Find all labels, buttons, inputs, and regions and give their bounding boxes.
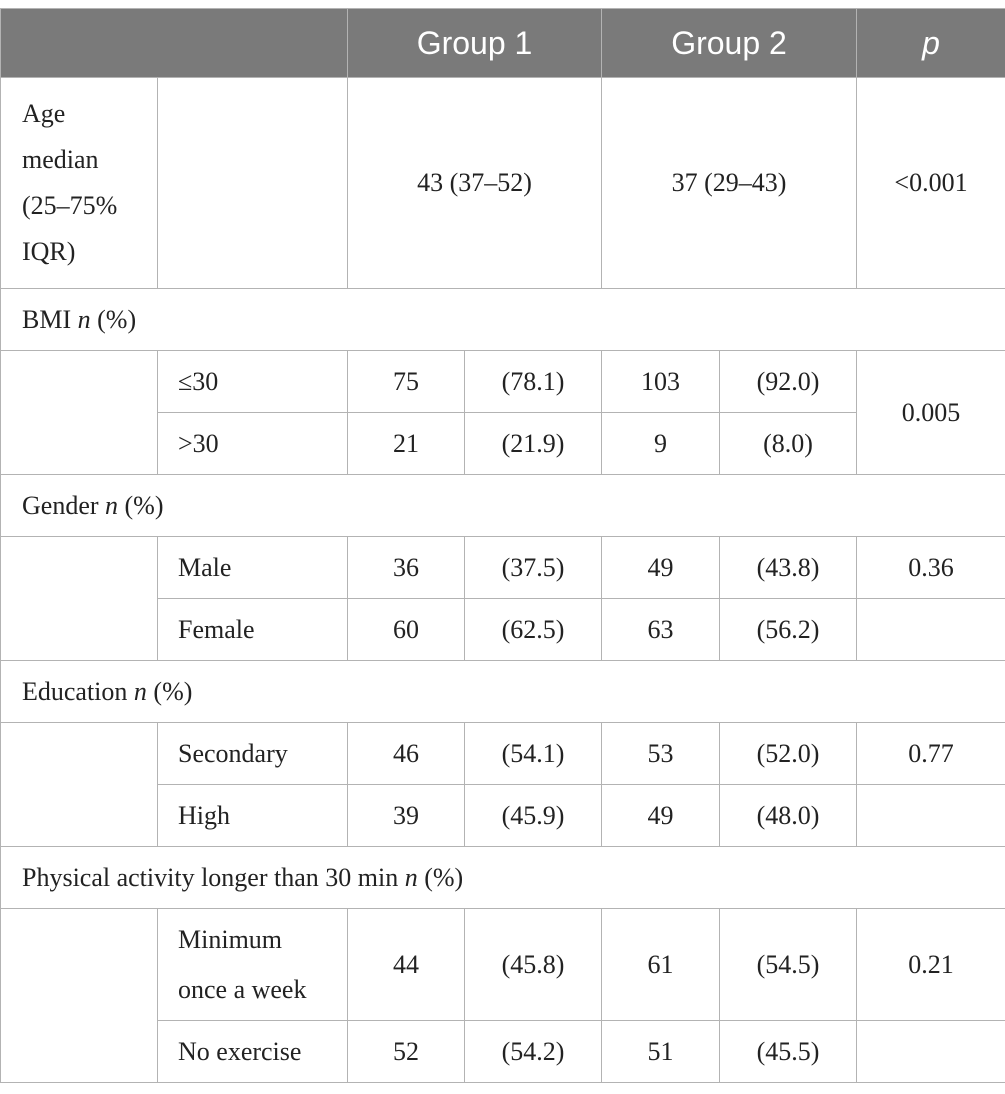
section-header-bmi: BMI n (%) (0, 288, 1005, 351)
age-label: Age median (25–75% IQR) (0, 77, 158, 289)
group1-percent: (78.1) (464, 350, 602, 413)
group1-percent: (45.9) (464, 784, 602, 847)
section-title-unit: (%) (146, 676, 193, 706)
row-label: Female (157, 598, 348, 661)
group2-n: 61 (601, 908, 720, 1021)
empty-cell (0, 722, 158, 847)
section-title-bmi: BMI n (%) (0, 288, 1005, 351)
row-label: High (157, 784, 348, 847)
group2-percent: (48.0) (719, 784, 857, 847)
p-value: 0.21 (856, 908, 1005, 1021)
section-title-unit: (%) (118, 490, 164, 520)
group1-n: 44 (347, 908, 465, 1021)
group1-n: 75 (347, 350, 465, 413)
empty-cell (157, 77, 348, 289)
row-label: ≤30 (157, 350, 348, 413)
table-row: Female 60 (62.5) 63 (56.2) (1, 598, 1005, 661)
section-header-gender: Gender n (%) (0, 474, 1005, 537)
p-value: 0.005 (856, 350, 1005, 475)
p-value: 0.77 (856, 722, 1005, 785)
row-label: >30 (157, 412, 348, 475)
group2-percent: (52.0) (719, 722, 857, 785)
table-row: Minimum once a week 44 (45.8) 61 (54.5) … (0, 908, 1005, 1083)
group2-n: 9 (601, 412, 720, 475)
group1-n: 36 (347, 536, 465, 599)
row-label-line: Minimum (178, 924, 283, 954)
table-row: No exercise 52 (54.2) 51 (45.5) (1, 1020, 1005, 1083)
group1-n: 60 (347, 598, 465, 661)
n-symbol: n (133, 676, 147, 706)
p-value: 0.36 (856, 536, 1005, 599)
empty-cell (856, 598, 1005, 661)
group2-n: 51 (601, 1020, 720, 1083)
row-label: Secondary (157, 722, 348, 785)
section-header-education: Education n (%) (0, 660, 1005, 723)
row-label-line: once a week (178, 974, 307, 1004)
age-p-value: <0.001 (856, 77, 1005, 289)
group2-percent: (8.0) (719, 412, 857, 475)
section-title-text: Education (22, 676, 128, 706)
empty-cell (0, 350, 158, 475)
group1-percent: (21.9) (464, 412, 602, 475)
group2-n: 49 (601, 536, 720, 599)
group2-n: 49 (601, 784, 720, 847)
section-title-gender: Gender n (%) (0, 474, 1005, 537)
group2-percent: (92.0) (719, 350, 857, 413)
row-label: Male (157, 536, 348, 599)
table-row: Male 36 (37.5) 49 (43.8) 0.36 (0, 536, 1005, 661)
n-symbol: n (105, 490, 119, 520)
group2-percent: (43.8) (719, 536, 857, 599)
table-row: High 39 (45.9) 49 (48.0) (1, 784, 1005, 847)
table-row: ≤30 75 (78.1) 103 (92.0) 0.005 (0, 350, 1005, 475)
group1-n: 21 (347, 412, 465, 475)
section-title-education: Education n (%) (0, 660, 1005, 723)
group2-n: 53 (601, 722, 720, 785)
group2-n: 63 (601, 598, 720, 661)
group2-percent: (45.5) (719, 1020, 857, 1083)
section-title-text: Gender (22, 490, 99, 520)
age-group2-value: 37 (29–43) (601, 77, 857, 289)
header-blank-cell (0, 8, 348, 78)
row-label: No exercise (157, 1020, 348, 1083)
group1-percent: (54.1) (464, 722, 602, 785)
group2-percent: (56.2) (719, 598, 857, 661)
header-group1: Group 1 (347, 8, 602, 78)
section-title-text: Physical activity longer than 30 min (22, 862, 399, 892)
group1-percent: (37.5) (464, 536, 602, 599)
demographics-table: Group 1 Group 2 p Age median (25–75% IQR… (0, 8, 1005, 1083)
group2-percent: (54.5) (719, 908, 857, 1021)
empty-cell (856, 1020, 1005, 1083)
n-symbol: n (77, 304, 91, 334)
group1-percent: (54.2) (464, 1020, 602, 1083)
age-label-line: median (22, 145, 99, 174)
section-title-activity: Physical activity longer than 30 min n (… (0, 846, 1005, 909)
header-p-value: p (856, 8, 1005, 78)
group1-n: 52 (347, 1020, 465, 1083)
header-row: Group 1 Group 2 p (0, 8, 1005, 78)
group1-percent: (62.5) (464, 598, 602, 661)
n-symbol: n (404, 862, 418, 892)
group2-n: 103 (601, 350, 720, 413)
empty-cell (0, 536, 158, 661)
group1-percent: (45.8) (464, 908, 602, 1021)
row-label: Minimum once a week (157, 908, 348, 1021)
section-title-text: BMI (22, 304, 72, 334)
group1-n: 39 (347, 784, 465, 847)
empty-cell (856, 784, 1005, 847)
age-label-line: IQR) (22, 237, 76, 266)
section-title-unit: (%) (417, 862, 464, 892)
group1-n: 46 (347, 722, 465, 785)
table-row: Secondary 46 (54.1) 53 (52.0) 0.77 (0, 722, 1005, 847)
age-label-line: (25–75% (22, 191, 118, 220)
age-label-line: Age (22, 99, 66, 128)
header-group2: Group 2 (601, 8, 857, 78)
section-header-activity: Physical activity longer than 30 min n (… (0, 846, 1005, 909)
age-group1-value: 43 (37–52) (347, 77, 602, 289)
section-title-unit: (%) (90, 304, 137, 334)
age-row: Age median (25–75% IQR) 43 (37–52) 37 (2… (0, 77, 1005, 289)
empty-cell (0, 908, 158, 1083)
